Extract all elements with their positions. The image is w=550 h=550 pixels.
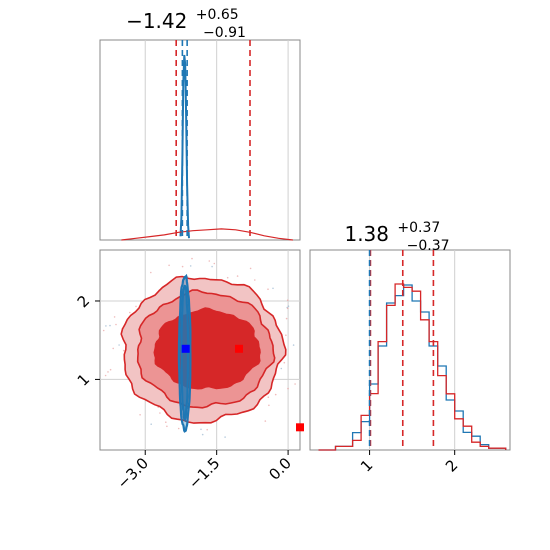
- joint-marker-1: [235, 344, 243, 353]
- joint-scatter-point: [189, 265, 192, 267]
- right-title-lower: −0.37: [407, 238, 450, 254]
- right-title-upper: +0.37: [397, 220, 440, 236]
- joint-scatter-point: [112, 347, 114, 350]
- joint-scatter-point: [109, 368, 112, 371]
- joint-xtick-label-1: −1.5: [185, 454, 223, 492]
- joint-scatter-point: [107, 371, 109, 373]
- joint-scatter-point: [122, 349, 125, 352]
- joint-scatter-point: [287, 387, 289, 390]
- joint-scatter-point: [113, 316, 116, 318]
- right-xtick-label-1: 2: [442, 456, 461, 475]
- joint-ytick-label-0: 1: [74, 370, 93, 389]
- joint-scatter-point: [280, 367, 283, 370]
- joint-scatter-point: [236, 275, 239, 277]
- panel-joint-2d: −3.0 −1.5 0.0 1 2: [74, 249, 304, 493]
- joint-marker-2: [296, 423, 304, 432]
- right-title-value: 1.38: [344, 222, 389, 246]
- joint-scatter-point: [226, 276, 229, 279]
- joint-scatter-point: [283, 361, 286, 364]
- top-title-lower: −0.91: [203, 25, 246, 41]
- joint-scatter-point: [292, 344, 295, 346]
- joint-scatter-point: [254, 279, 256, 281]
- joint-scatter-point: [272, 287, 274, 290]
- joint-scatter-point: [159, 412, 161, 414]
- joint-scatter-point: [177, 427, 180, 430]
- top-title-upper: +0.65: [196, 7, 239, 23]
- joint-scatter-point: [224, 436, 226, 438]
- joint-scatter-point: [201, 433, 204, 436]
- joint-scatter-point: [208, 260, 211, 262]
- joint-scatter-point: [135, 305, 137, 308]
- joint-scatter-point: [206, 428, 208, 431]
- joint-scatter-point: [129, 311, 131, 314]
- joint-scatter-point: [294, 383, 296, 385]
- panel-top-frame: [99, 39, 301, 241]
- joint-scatter-point: [267, 396, 270, 399]
- joint-scatter-point: [115, 323, 117, 326]
- joint-scatter-point: [150, 271, 152, 274]
- top-series-line-1: [121, 228, 293, 241]
- panel-right-marginal: 1 2 1.38 +0.37 −0.37: [309, 213, 511, 476]
- joint-scatter-point: [166, 425, 168, 428]
- joint-scatter-point: [287, 305, 290, 308]
- joint-marker-0: [181, 344, 190, 353]
- panel-top-marginal: −1.42 +0.65 −0.91: [99, 0, 301, 241]
- joint-scatter-point: [249, 267, 252, 270]
- joint-scatter-point: [104, 374, 107, 377]
- joint-scatter-point: [139, 414, 141, 416]
- joint-scatter-point: [267, 288, 269, 291]
- joint-scatter-point: [150, 423, 152, 426]
- joint-scatter-point: [274, 393, 277, 396]
- top-panel-title: −1.42 +0.65 −0.91: [126, 0, 246, 41]
- joint-scatter-point: [181, 265, 184, 268]
- right-series-line-1: [318, 283, 507, 451]
- joint-scatter-point: [213, 262, 216, 265]
- joint-scatter-point: [286, 299, 289, 302]
- right-panel-title: 1.38 +0.37 −0.37: [344, 213, 449, 254]
- joint-scatter-point: [105, 325, 107, 327]
- joint-scatter-point: [200, 428, 202, 431]
- right-xtick-label-0: 1: [357, 456, 376, 475]
- joint-scatter-point: [268, 404, 270, 407]
- panel-right-frame: [309, 249, 511, 451]
- joint-scatter-point: [285, 334, 287, 337]
- joint-xtick-label-2: 0.0: [265, 454, 295, 484]
- joint-blue-contour-inner: [180, 284, 190, 423]
- joint-scatter-point: [264, 420, 267, 422]
- joint-scatter-point: [102, 329, 105, 332]
- joint-scatter-point: [118, 344, 120, 346]
- joint-scatter-point: [165, 421, 167, 424]
- joint-scatter-point: [285, 317, 288, 320]
- joint-scatter-point: [168, 264, 170, 267]
- joint-xtick-label-0: −3.0: [114, 454, 152, 492]
- joint-scatter-point: [109, 324, 111, 327]
- joint-scatter-point: [286, 307, 289, 310]
- top-title-value: −1.42: [126, 9, 187, 33]
- joint-ytick-label-1: 2: [74, 292, 93, 311]
- joint-scatter-point: [191, 257, 193, 260]
- joint-scatter-point: [211, 265, 213, 268]
